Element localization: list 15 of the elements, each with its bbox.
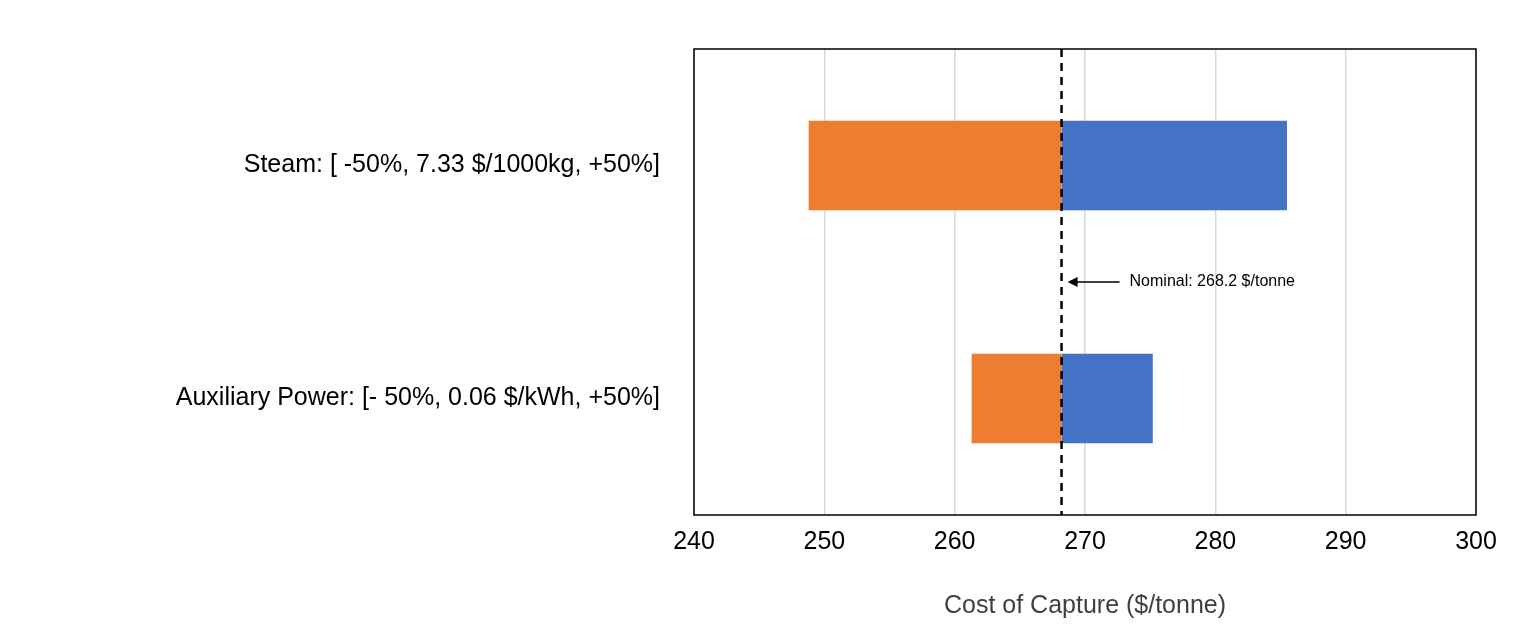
bar: [1061, 120, 1288, 211]
x-tick-label: 290: [1324, 525, 1367, 554]
x-tick-label: 250: [803, 525, 846, 554]
y-tick-label: Auxiliary Power: [- 50%, 0.06 $/kWh, +50%]: [175, 382, 660, 411]
x-tick-label: 270: [1064, 525, 1106, 554]
x-tick-label: 300: [1455, 525, 1497, 554]
ref-line-label: Nominal: 268.2 $/tonne: [1129, 272, 1296, 290]
x-tick-label: 280: [1194, 525, 1237, 554]
bar: [808, 120, 1062, 211]
y-tick-label: Steam: [ -50%, 7.33 $/1000kg, +50%]: [243, 149, 660, 178]
x-tick-label: 260: [933, 525, 976, 554]
x-axis-title: Cost of Capture ($/tonne): [943, 589, 1227, 618]
x-tick-label: 240: [673, 525, 715, 554]
bar: [971, 353, 1062, 444]
bar: [1061, 353, 1153, 444]
